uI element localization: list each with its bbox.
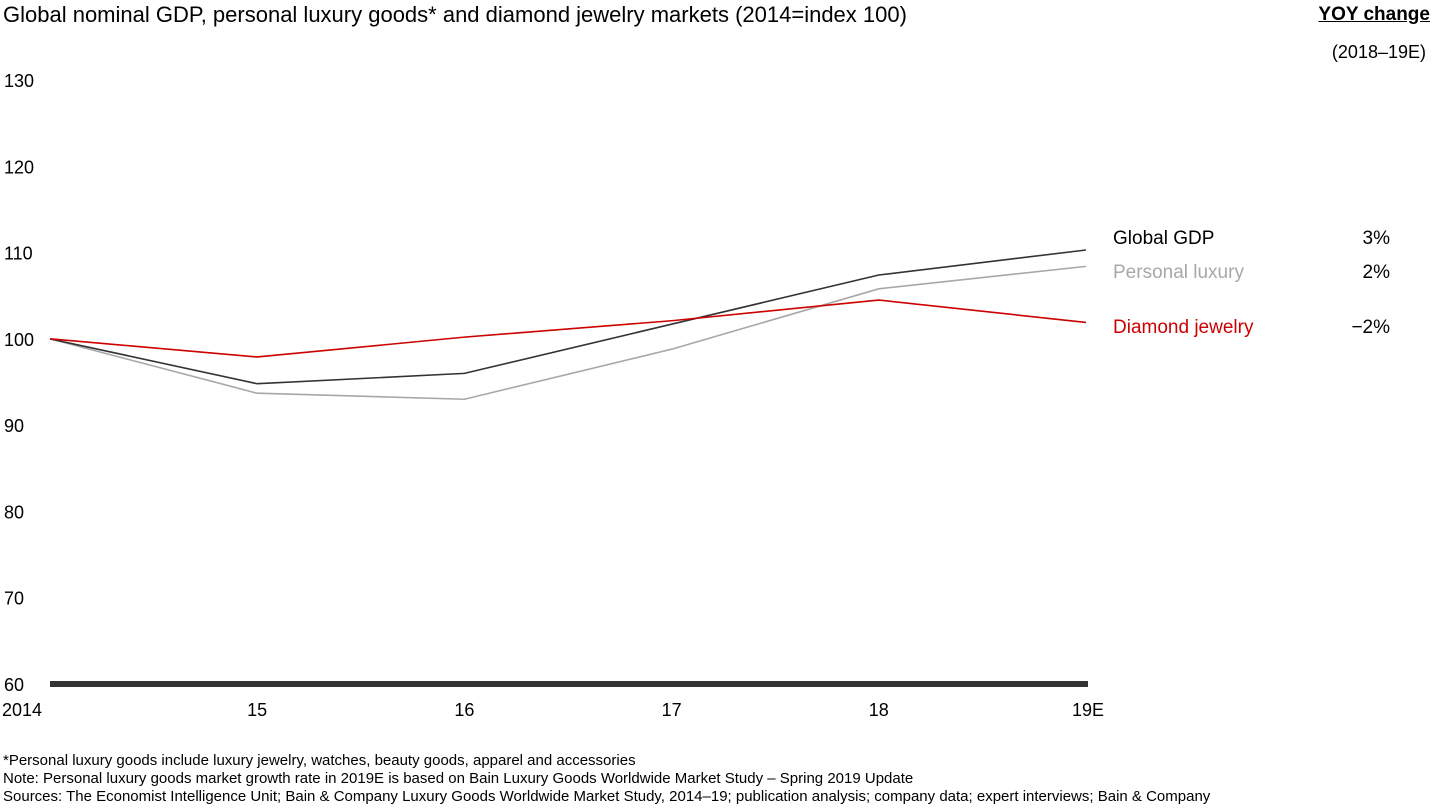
yoy-value-diamond-jewelry: −2% (1351, 317, 1390, 338)
footnote-sources: Sources: The Economist Intelligence Unit… (3, 788, 1211, 805)
y-tick-label: 130 (4, 71, 34, 91)
legend-label-diamond-jewelry: Diamond jewelry (1113, 317, 1254, 338)
y-tick-label: 90 (4, 416, 24, 436)
x-tick-label: 18 (869, 700, 889, 720)
yoy-value-global-gdp: 3% (1363, 228, 1391, 249)
yoy-period-label: (2018–19E) (1331, 42, 1426, 62)
footnote-asterisk: *Personal luxury goods include luxury je… (3, 752, 636, 769)
series-line-diamond-jewelry (49, 299, 1087, 358)
y-tick-label: 80 (4, 502, 24, 522)
x-tick-label: 19E (1072, 700, 1104, 720)
y-tick-label: 110 (4, 244, 33, 264)
footnotes: *Personal luxury goods include luxury je… (3, 752, 1210, 806)
y-tick-label: 70 (4, 589, 24, 609)
x-tick-label: 17 (662, 700, 682, 720)
x-tick-label: 2014 (2, 700, 42, 720)
series-line-global-gdp (49, 249, 1087, 385)
y-tick-label: 60 (4, 675, 24, 695)
yoy-value-personal-luxury: 2% (1363, 262, 1391, 283)
x-tick-label: 16 (454, 700, 474, 720)
footnote-note: Note: Personal luxury goods market growt… (3, 770, 914, 787)
line-chart: 60 70 80 90 100 110 120 130 2014 15 16 17 18 19E Globa… (2, 71, 1391, 720)
legend-label-global-gdp: Global GDP (1113, 228, 1214, 249)
x-tick-label: 15 (247, 700, 267, 720)
y-tick-label: 120 (4, 157, 34, 177)
legend-label-personal-luxury: Personal luxury (1113, 262, 1244, 283)
chart-title: Global nominal GDP, personal luxury good… (3, 2, 907, 27)
series-line-personal-luxury (49, 265, 1087, 401)
yoy-change-header: YOY change (1318, 4, 1430, 25)
y-tick-label: 100 (4, 330, 34, 350)
